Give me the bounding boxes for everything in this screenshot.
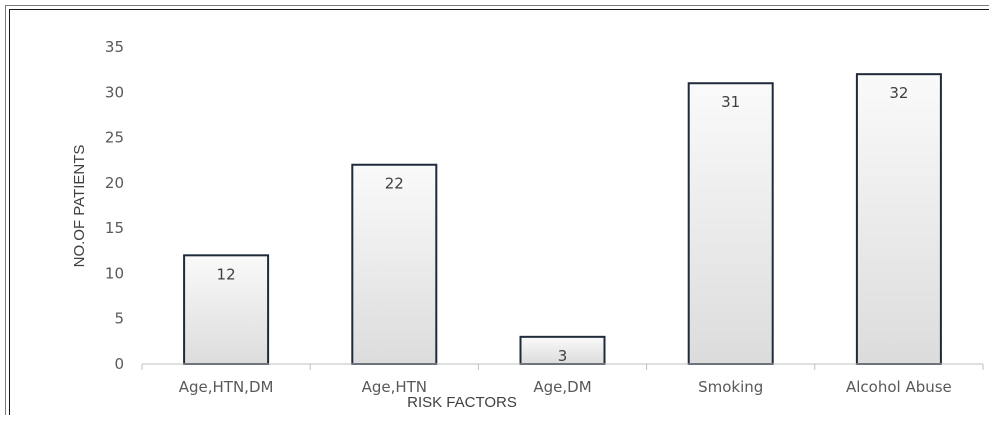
y-tick-label: 5	[114, 310, 124, 328]
x-category-label: Alcohol Abuse	[846, 378, 952, 396]
x-axis-ticks	[141, 364, 984, 370]
y-tick-label: 35	[105, 38, 124, 56]
y-axis-title: NO.OF PATIENTS	[71, 145, 88, 268]
bar	[687, 82, 774, 365]
chart-frame	[5, 5, 989, 415]
x-axis-title: RISK FACTORS	[407, 394, 517, 411]
bars	[183, 73, 942, 366]
y-tick-label: 20	[105, 174, 124, 192]
bar	[351, 163, 438, 365]
x-axis-labels: Age,HTN,DM Age,HTN Age,DM Smoking Alcohol Ab…	[179, 378, 952, 396]
bar-data-labels: 12 22 3 31 32	[217, 84, 909, 365]
bar-data-label: 12	[217, 265, 236, 283]
y-axis-ticks: 0 5 10 15 20 25 30 35	[105, 38, 124, 373]
x-category-label: Smoking	[698, 378, 763, 396]
y-tick-label: 30	[105, 83, 124, 101]
bar-data-label: 32	[889, 84, 908, 102]
x-category-label: Age,HTN,DM	[179, 378, 274, 396]
bar-data-label: 22	[385, 175, 404, 193]
y-tick-label: 15	[105, 219, 124, 237]
y-tick-label: 0	[114, 355, 124, 373]
y-tick-label: 25	[105, 129, 124, 147]
bar-data-label: 3	[558, 347, 568, 365]
bar-data-label: 31	[721, 93, 740, 111]
x-category-label: Age,DM	[533, 378, 591, 396]
x-category-label: Age,HTN	[362, 378, 427, 396]
bar	[855, 73, 942, 366]
y-tick-label: 10	[105, 264, 124, 282]
